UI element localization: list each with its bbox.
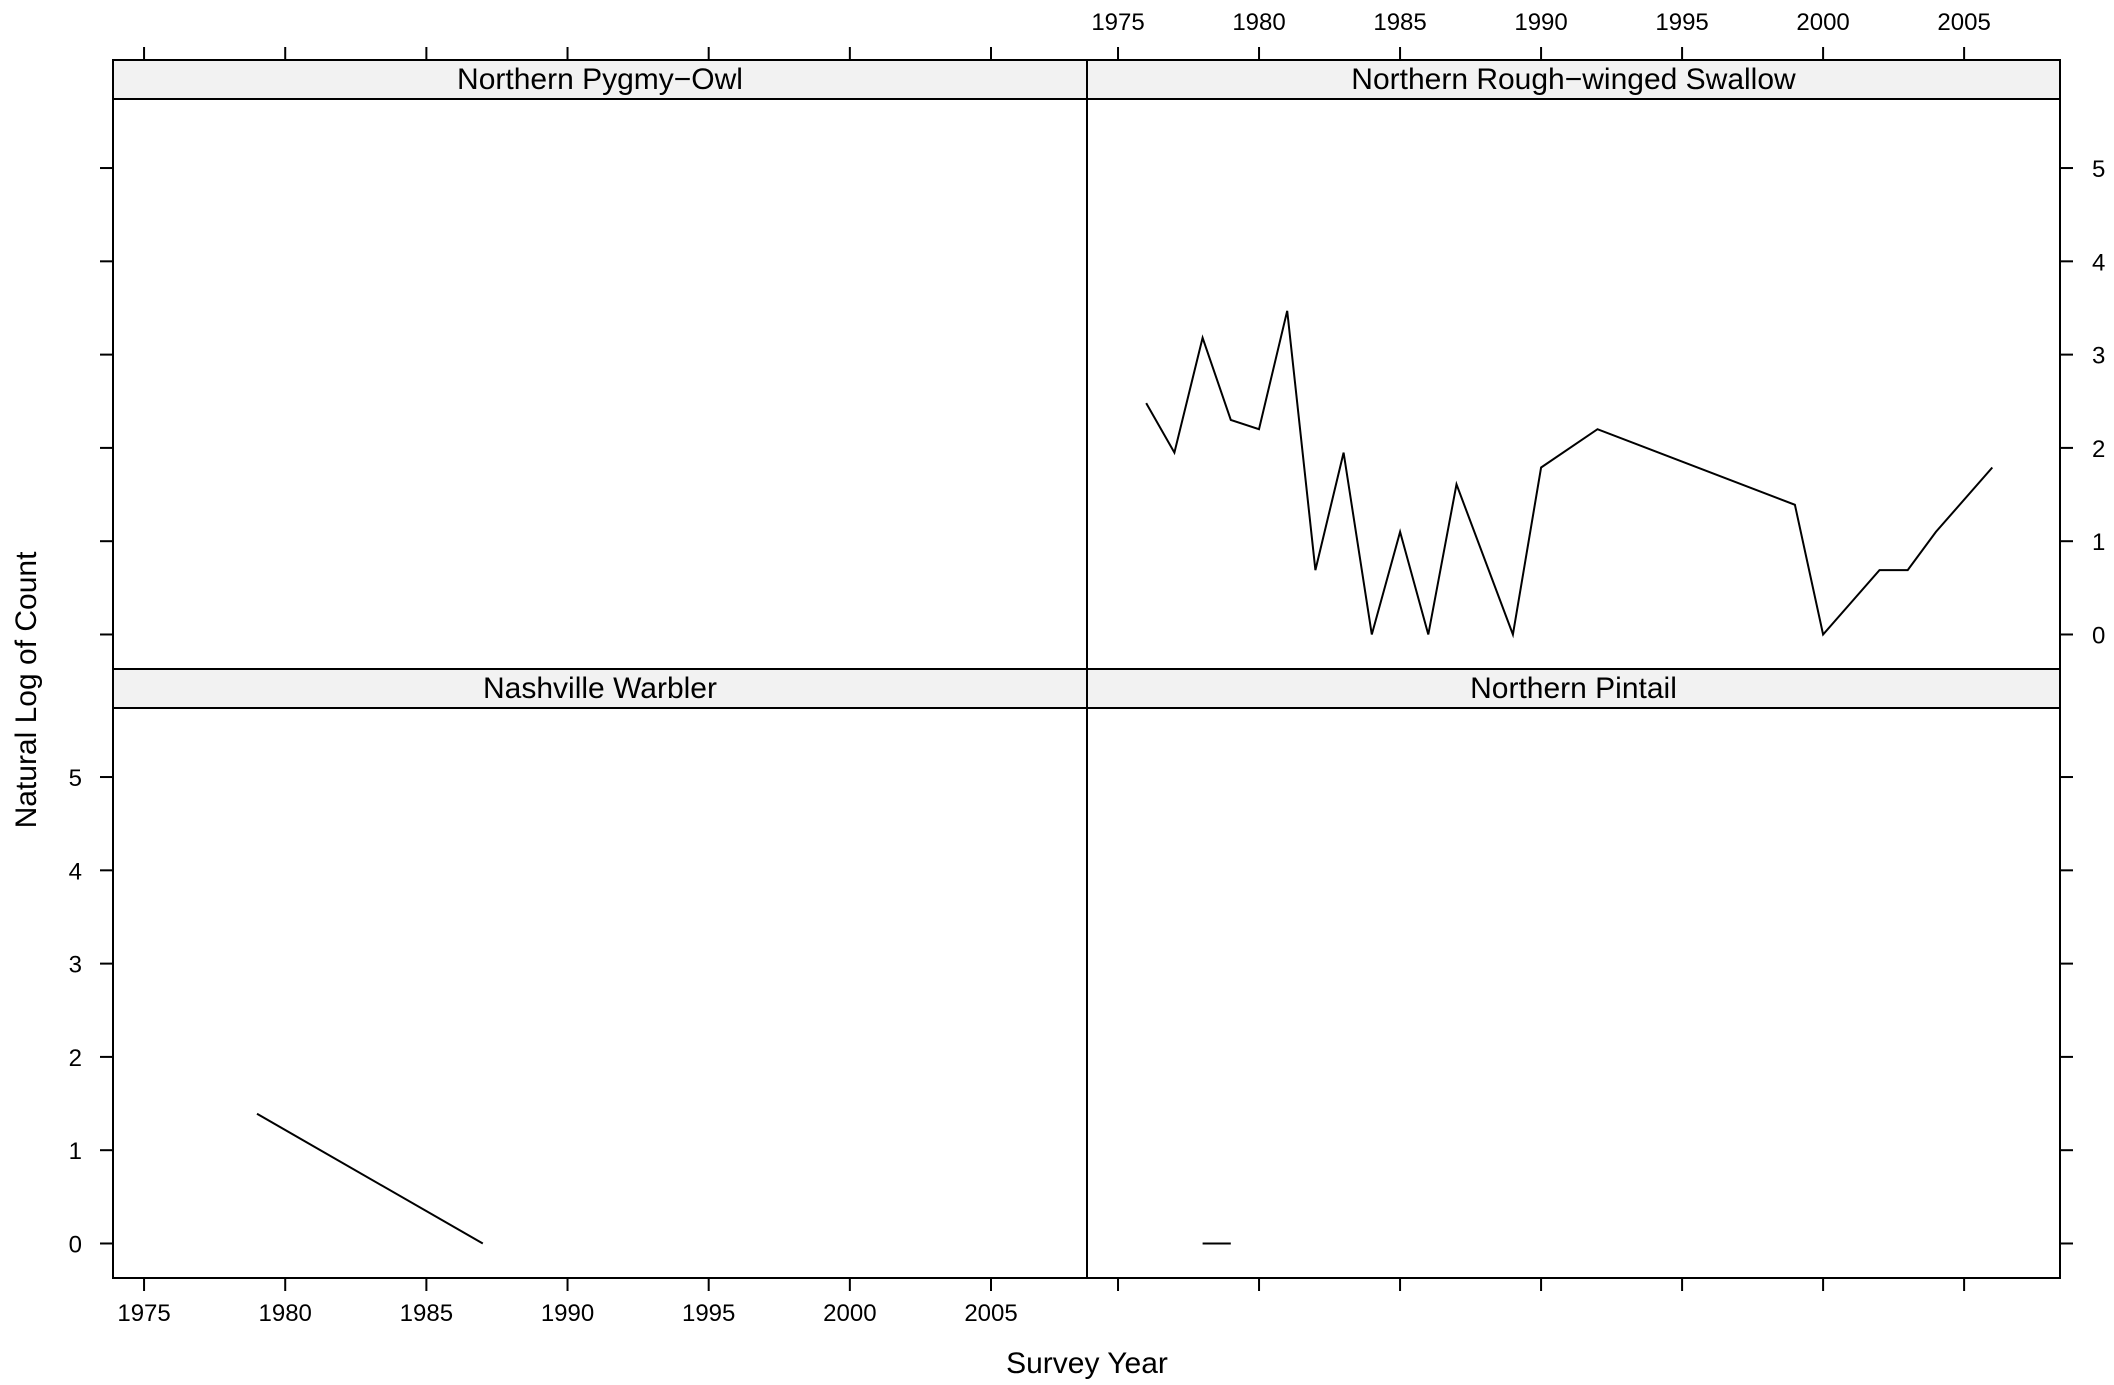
x-tick-label: 1980	[1232, 9, 1285, 36]
y-tick-label: 2	[69, 1045, 82, 1072]
x-tick-label: 1985	[400, 1300, 453, 1327]
panel-border	[1086, 59, 2061, 670]
y-tick-label: 5	[69, 765, 82, 792]
panel-strip	[1086, 668, 2061, 709]
panel-title: Northern Rough−winged Swallow	[1351, 63, 1796, 96]
y-tick-label: 4	[2092, 249, 2105, 276]
panel-title: Northern Pintail	[1470, 672, 1677, 705]
y-tick-label: 3	[69, 952, 82, 979]
series-line	[1145, 310, 1994, 639]
panel-border	[112, 59, 1088, 670]
x-tick-label: 1975	[1091, 9, 1144, 36]
x-tick-label: 1975	[117, 1300, 170, 1327]
y-tick-label: 1	[2092, 529, 2105, 556]
y-axis-label: Natural Log of Count	[10, 551, 43, 829]
series-line	[256, 1112, 484, 1245]
series-layer	[256, 310, 1994, 1245]
panel-border	[112, 668, 1088, 1279]
panel-border	[1086, 668, 2061, 1279]
strip-layer: Northern Pygmy−Owl Northern Rough−winged …	[112, 59, 2061, 709]
x-tick-label: 1990	[541, 1300, 594, 1327]
y-tick-label: 5	[2092, 156, 2105, 183]
x-tick-label: 1995	[1655, 9, 1708, 36]
x-tick-label: 2000	[823, 1300, 876, 1327]
y-tick-label: 3	[2092, 343, 2105, 370]
y-tick-label: 1	[69, 1138, 82, 1165]
y-tick-label: 4	[69, 858, 82, 885]
y-tick-label: 2	[2092, 436, 2105, 463]
panel-title: Nashville Warbler	[483, 672, 717, 705]
panel-title: Northern Pygmy−Owl	[457, 63, 743, 96]
x-tick-label: 1990	[1514, 9, 1567, 36]
x-tick-label: 1995	[682, 1300, 735, 1327]
x-tick-label: 2005	[964, 1300, 1017, 1327]
y-tick-label: 0	[69, 1231, 82, 1258]
panel-border-layer	[112, 59, 2061, 1279]
x-tick-label: 1985	[1373, 9, 1426, 36]
x-tick-label: 2000	[1796, 9, 1849, 36]
y-tick-label: 0	[2092, 622, 2105, 649]
x-tick-label: 1980	[259, 1300, 312, 1327]
x-tick-label: 2005	[1937, 9, 1990, 36]
x-axis-label: Survey Year	[1006, 1347, 1168, 1380]
